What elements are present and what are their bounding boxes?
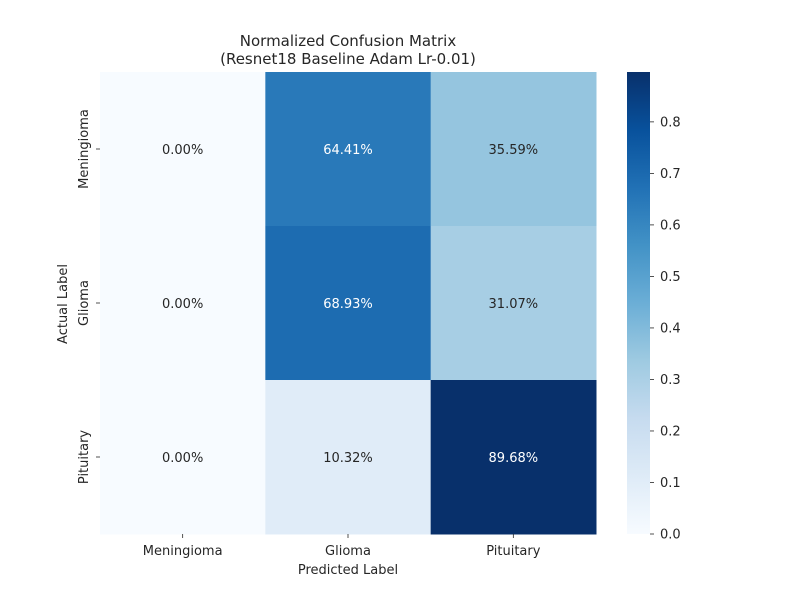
y-axis-label: Actual Label: [56, 264, 71, 344]
chart-title-line1: Normalized Confusion Matrix: [240, 32, 457, 50]
colorbar-tick-label: 0.3: [660, 373, 681, 388]
cell-annotation: 31.07%: [489, 297, 539, 312]
heatmap-cell: [265, 380, 432, 535]
x-tick-label: Pituitary: [486, 544, 541, 559]
y-axis-ticks: Meningioma Glioma Pituitary: [77, 109, 100, 484]
x-axis-label: Predicted Label: [298, 563, 398, 578]
colorbar-tick-label: 0.1: [660, 476, 681, 491]
x-tick-label: Glioma: [325, 544, 371, 559]
colorbar-tick-label: 0.8: [660, 115, 681, 130]
heatmap-cell: [100, 72, 266, 227]
heatmap-cell: [100, 380, 266, 535]
cell-annotation: 0.00%: [162, 297, 203, 312]
heatmap-cell: [430, 72, 597, 227]
colorbar-tick-label: 0.2: [660, 424, 681, 439]
cell-annotation: 89.68%: [489, 451, 539, 466]
heatmap-cell: [100, 226, 266, 381]
cell-annotation: 0.00%: [162, 143, 203, 158]
y-tick-label: Glioma: [77, 280, 92, 326]
cell-annotation: 64.41%: [323, 143, 373, 158]
colorbar-tick-label: 0.0: [660, 528, 681, 543]
x-tick-label: Meningioma: [143, 544, 223, 559]
y-tick-label: Meningioma: [77, 109, 92, 189]
heatmap-cell: [265, 72, 432, 227]
colorbar-tick-label: 0.5: [660, 270, 681, 285]
cell-annotation: 0.00%: [162, 451, 203, 466]
x-axis-ticks: Meningioma Glioma Pituitary: [143, 534, 541, 559]
heatmap-cell: [430, 380, 597, 535]
cell-annotation: 35.59%: [489, 143, 539, 158]
heatmap-cell: [265, 226, 432, 381]
colorbar-tick-label: 0.7: [660, 167, 681, 182]
heatmap-cells: 0.00% 64.41% 35.59% 0.00% 68.93% 31.07% 0.00% 1…: [100, 72, 597, 535]
cell-annotation: 10.32%: [323, 451, 373, 466]
colorbar-tick-label: 0.4: [660, 321, 681, 336]
colorbar-tick-label: 0.6: [660, 218, 681, 233]
cell-annotation: 68.93%: [323, 297, 373, 312]
y-tick-label: Pituitary: [77, 430, 92, 485]
colorbar: 0.0 0.1 0.2 0.3 0.4 0.5 0.6 0.7 0.8: [627, 72, 681, 543]
heatmap-cell: [430, 226, 597, 381]
chart-title-line2: (Resnet18 Baseline Adam Lr-0.01): [220, 50, 476, 68]
colorbar-gradient: [627, 72, 650, 534]
